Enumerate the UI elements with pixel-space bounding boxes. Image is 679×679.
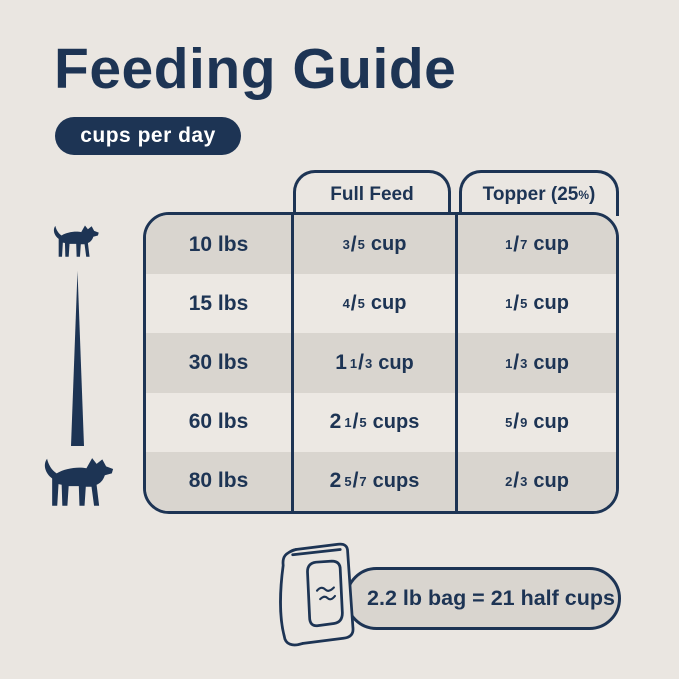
table-row: 30 lbs 1 1/3 cup 1/3 cup [146,333,616,393]
fraction-slash: / [358,351,364,374]
fraction-slash: / [513,351,520,374]
fraction-denominator: 7 [520,237,528,253]
unit-label: cup [533,351,569,374]
size-gradient-triangle [71,271,84,446]
weight-cell: 10 lbs [188,232,249,256]
unit-label: cup [533,469,569,492]
weight-cell: 30 lbs [188,351,249,374]
fraction-numerator: 1 [505,355,513,371]
fraction-denominator: 9 [520,414,528,430]
full-feed-cell: 2 1/5 cups [291,392,455,452]
table-row: 15 lbs 4/5 cup 1/5 cup [146,274,616,334]
weight-cell: 15 lbs [188,291,249,315]
fraction-numerator: 5 [505,414,513,430]
unit-label: cups [372,469,420,492]
percent-superscript: % [578,187,590,202]
table-row: 10 lbs 3/5 cup 1/7 cup [146,215,616,275]
small-dog-icon [53,225,99,257]
weight-cell: 60 lbs [188,410,249,434]
fraction-denominator: 3 [520,473,528,489]
whole-number: 1 [335,351,347,374]
fraction-denominator: 5 [357,237,365,253]
fraction-denominator: 5 [359,414,367,430]
fraction-numerator: 1 [505,296,513,312]
table-row: 80 lbs 2 5/7 cups 2/3 cup [146,451,616,511]
fraction-denominator: 5 [520,296,528,312]
fraction-denominator: 7 [359,473,367,489]
fraction-denominator: 3 [520,355,528,371]
fraction-slash: / [352,469,359,493]
topper-cell: 1/7 cup [455,215,616,275]
topper-cell: 5/9 cup [455,392,616,452]
fraction-numerator: 1 [505,237,513,253]
unit-label: cup [533,292,569,315]
large-dog-icon [44,458,114,506]
topper-cell: 1/3 cup [455,333,616,393]
unit-label: cup [533,233,569,256]
feeding-table: 10 lbs 3/5 cup 1/7 cup 15 lbs 4/5 cup 1/5 cup 30 l… [143,212,619,514]
fraction-slash: / [513,469,520,493]
topper-cell: 1/5 cup [455,274,616,334]
topper-cell: 2/3 cup [455,451,616,511]
unit-label: cup [533,410,569,433]
page-title: Feeding Guide [54,37,457,101]
fraction-slash: / [352,410,359,434]
unit-label: cup [378,351,414,374]
column-header-topper: Topper (25%) [459,170,619,216]
table-row: 60 lbs 2 1/5 cups 5/9 cup [146,392,616,452]
fraction-denominator: 5 [357,296,365,312]
cups-per-day-badge: cups per day [55,117,241,155]
food-bag-icon [279,542,355,647]
full-feed-cell: 1 1/3 cup [291,333,455,393]
fraction-numerator: 5 [344,473,352,489]
fraction-numerator: 1 [349,355,358,371]
whole-number: 2 [329,410,342,434]
fraction-numerator: 1 [344,414,352,430]
full-feed-cell: 3/5 cup [291,215,455,275]
bag-note-pill: 2.2 lb bag = 21 half cups [345,567,621,630]
fraction-slash: / [350,232,357,256]
fraction-slash: / [513,232,520,256]
whole-number: 2 [329,469,342,493]
fraction-numerator: 2 [505,473,513,489]
fraction-numerator: 4 [342,296,350,312]
badge-label: cups per day [80,124,216,147]
unit-label: cup [370,292,407,315]
fraction-numerator: 3 [342,237,350,253]
full-feed-cell: 2 5/7 cups [291,451,455,511]
unit-label: cup [370,233,407,256]
unit-label: cups [372,410,420,433]
weight-cell: 80 lbs [188,469,249,493]
fraction-denominator: 3 [364,355,373,371]
fraction-slash: / [513,291,520,315]
fraction-slash: / [513,410,520,434]
fraction-slash: / [350,291,357,315]
bag-note-text: 2.2 lb bag = 21 half cups [367,586,615,610]
column-header-full-feed: Full Feed [293,170,451,216]
full-feed-cell: 4/5 cup [291,274,455,334]
